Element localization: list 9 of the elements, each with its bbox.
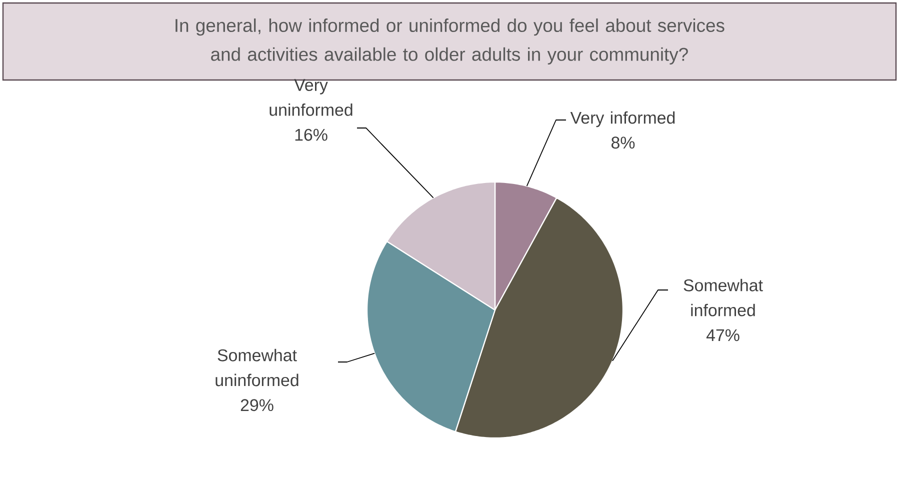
chart-title: In general, how informed or uninformed do you feel about services and activities available to older adults in your community? xyxy=(176,18,724,65)
slice-label: Somewhat uninformed xyxy=(216,348,298,386)
data-label: 16% xyxy=(295,128,328,141)
slice-label: Very informed xyxy=(570,111,675,128)
data-label: 8% xyxy=(611,136,635,149)
slice-label: Very uninformed xyxy=(270,79,352,116)
data-label: 47% xyxy=(706,329,740,342)
data-label: 29% xyxy=(240,399,274,412)
slice-label: Somewhat informed xyxy=(684,278,763,316)
